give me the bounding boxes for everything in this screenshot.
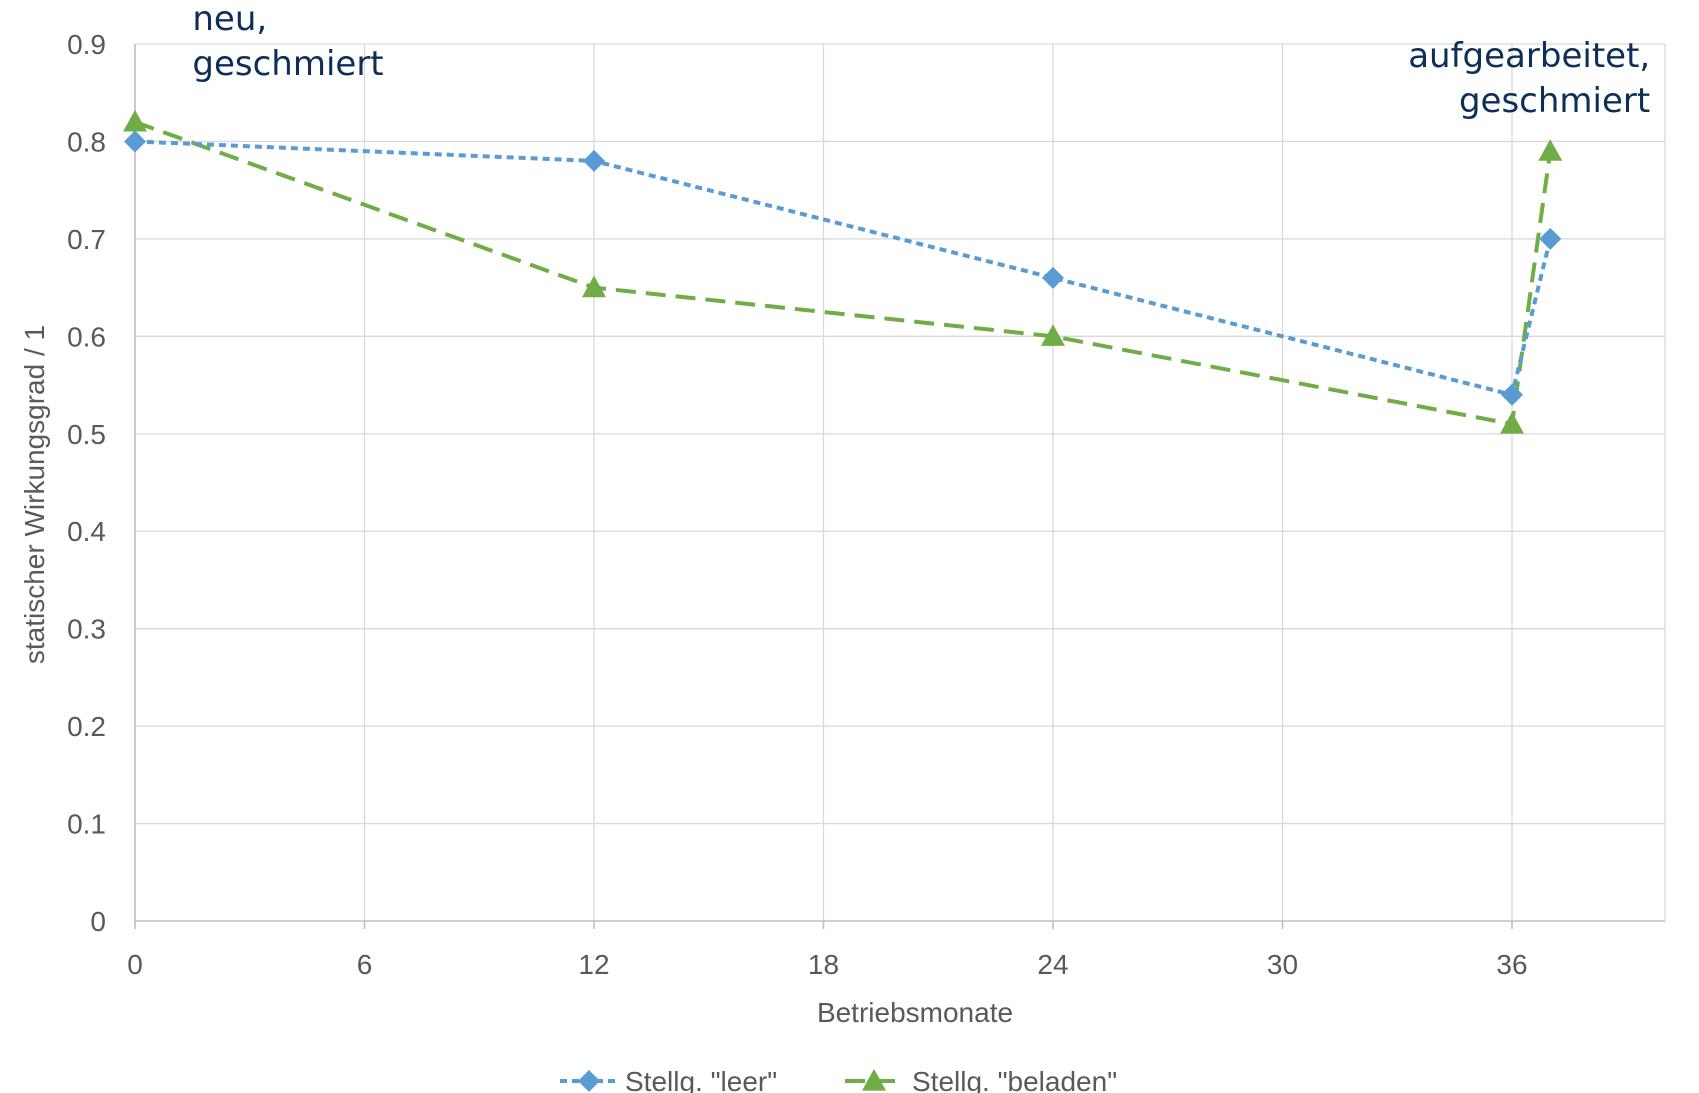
annotation-text: geschmiert	[1459, 81, 1650, 121]
y-tick-label: 0.5	[67, 419, 106, 450]
x-axis-title: Betriebsmonate	[817, 997, 1013, 1028]
x-tick-label: 24	[1037, 949, 1068, 980]
x-tick-label: 12	[578, 949, 609, 980]
y-tick-label: 0.9	[67, 29, 106, 60]
y-tick-label: 0.2	[67, 711, 106, 742]
x-tick-labels: 0 6 12 18 24 30 36	[127, 949, 1527, 980]
data-point	[1041, 324, 1065, 346]
y-tick-label: 0.4	[67, 516, 106, 547]
series-group	[123, 109, 1563, 434]
data-point	[1539, 227, 1562, 250]
data-point	[1501, 383, 1523, 406]
y-tick-label: 0.1	[67, 809, 106, 840]
x-tick-label: 6	[357, 949, 373, 980]
y-tick-label: 0.7	[67, 224, 106, 255]
legend-marker	[578, 1070, 600, 1092]
x-tick-label: 36	[1496, 949, 1527, 980]
data-point	[1538, 139, 1563, 161]
y-tick-label: 0.6	[67, 321, 106, 352]
y-axis-title: statischer Wirkungsgrad / 1	[19, 325, 50, 664]
legend-label: Stellg. "leer"	[625, 1066, 777, 1093]
axes	[134, 44, 1665, 929]
series-line	[134, 139, 1553, 398]
annotation-text: geschmiert	[192, 44, 383, 84]
data-point	[1042, 266, 1064, 289]
x-tick-label: 30	[1267, 949, 1298, 980]
legend-item-0: Stellg. "leer"	[560, 1066, 777, 1093]
y-tick-label: 0.8	[67, 126, 106, 157]
data-point	[582, 275, 606, 298]
x-tick-label: 0	[127, 949, 143, 980]
data-point	[123, 109, 147, 132]
annotation-text: aufgearbeitet,	[1408, 36, 1650, 76]
series-0	[124, 130, 1562, 406]
annotations: neu, geschmiert aufgearbeitet, geschmiert	[192, 0, 1650, 121]
gridlines	[135, 43, 1666, 921]
y-tick-labels: 0 0.1 0.2 0.3 0.4 0.5 0.6 0.7 0.8 0.9	[67, 29, 106, 937]
legend-item-1: Stellg. "beladen"	[845, 1066, 1117, 1093]
series-1	[123, 109, 1563, 434]
legend: Stellg. "leer" Stellg. "beladen"	[560, 1066, 1117, 1093]
x-tick-label: 18	[808, 949, 839, 980]
legend-marker	[862, 1069, 886, 1091]
data-point	[583, 149, 605, 172]
y-tick-label: 0	[90, 906, 106, 937]
series-line	[134, 120, 1553, 427]
data-point	[124, 130, 146, 153]
data-point	[1500, 412, 1524, 434]
legend-label: Stellg. "beladen"	[912, 1066, 1117, 1093]
y-tick-label: 0.3	[67, 614, 106, 645]
annotation-text: neu,	[192, 0, 267, 39]
